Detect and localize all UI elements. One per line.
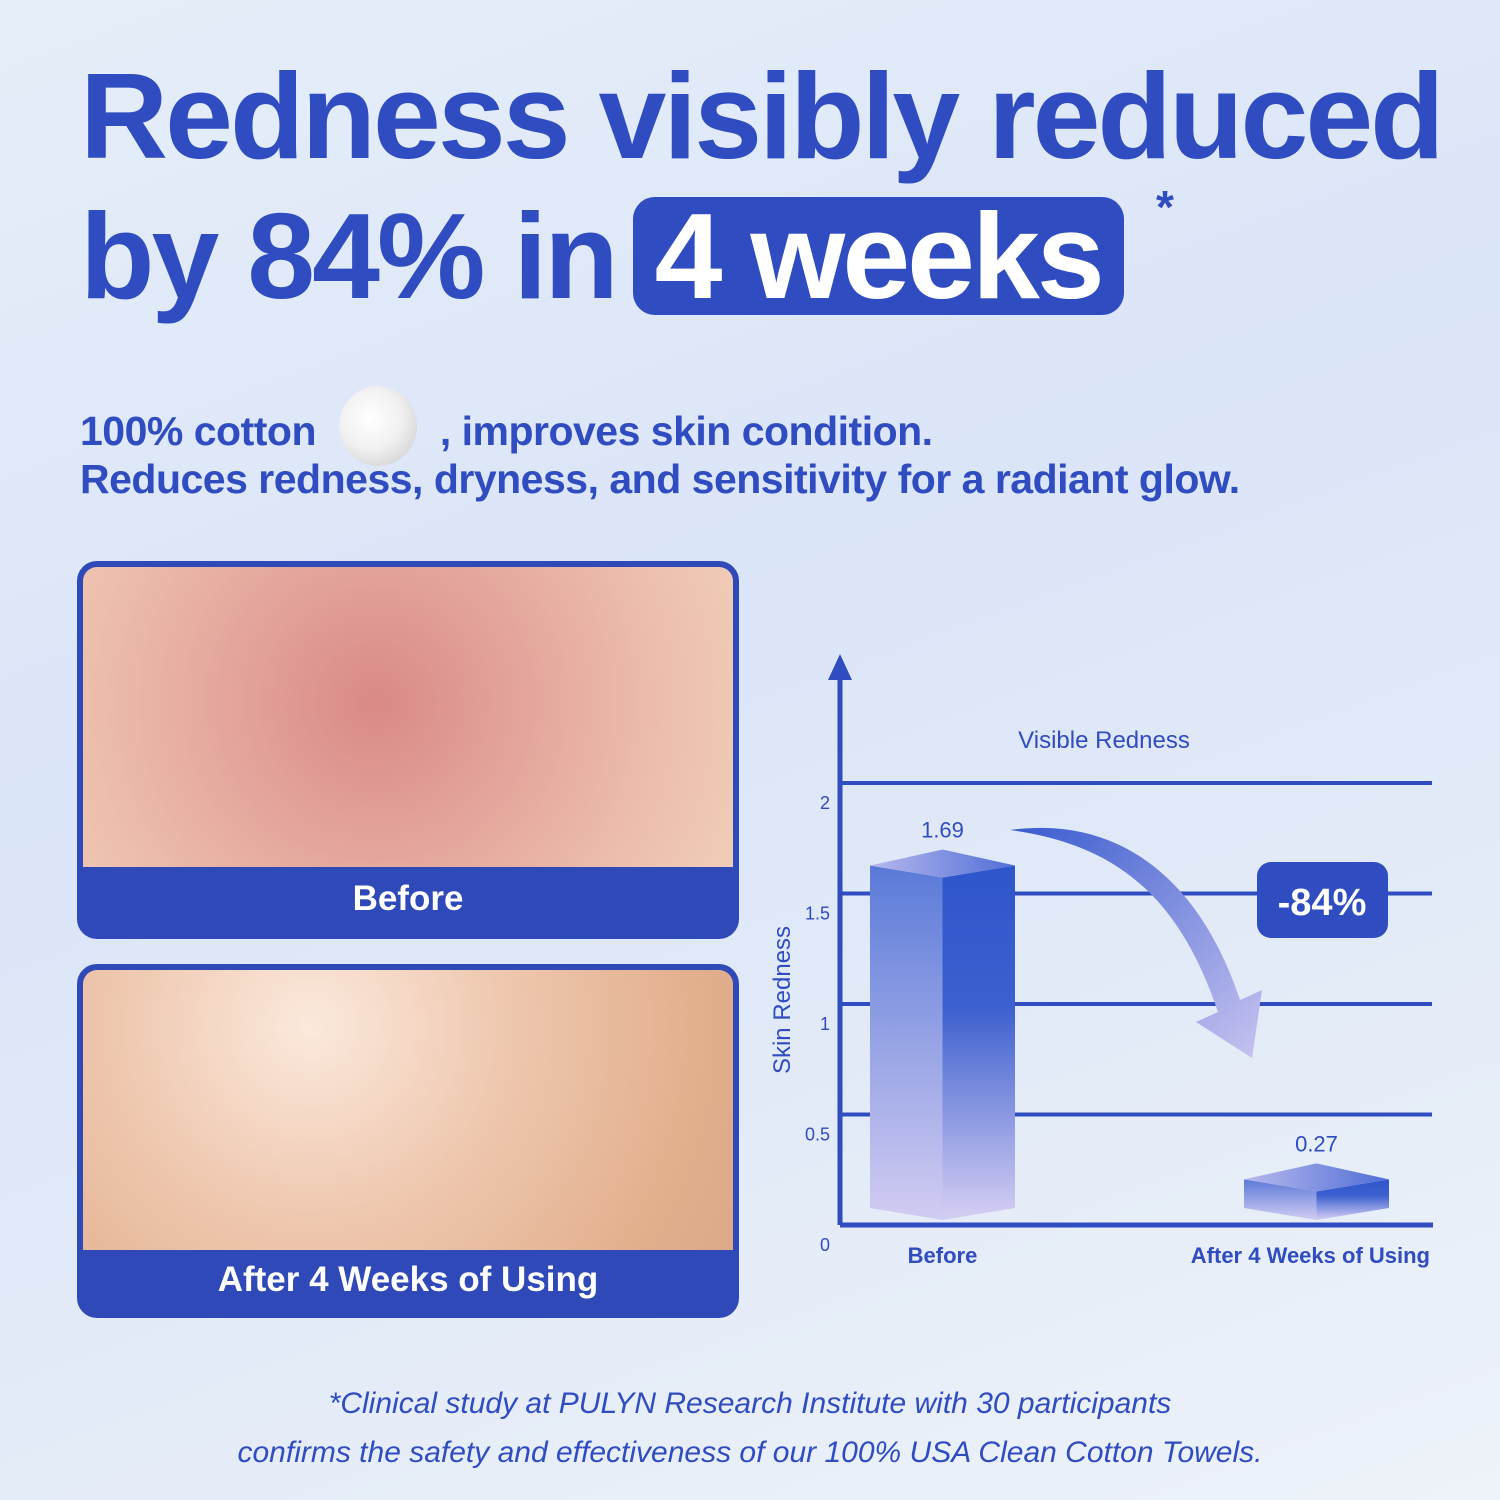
subheading-line1: 100% cotton , improves skin condition. (80, 386, 933, 474)
bar-front-left-0 (870, 865, 943, 1220)
x-tick-label: Before (908, 1243, 978, 1268)
footnote-line1: *Clinical study at PULYN Research Instit… (328, 1387, 1172, 1420)
cotton-boll-icon (338, 386, 417, 466)
x-tick-label: After 4 Weeks of Using (1191, 1243, 1430, 1268)
y-tick-label: 1 (820, 1014, 830, 1034)
y-tick-label: 1.5 (805, 904, 830, 924)
bar-front-right-1 (1316, 1179, 1389, 1220)
subheading-improves: , improves skin condition. (439, 407, 933, 454)
y-tick-label: 0 (820, 1235, 830, 1255)
y-tick-label: 0.5 (805, 1125, 830, 1145)
data-label: 0.27 (1295, 1131, 1338, 1156)
footnote-line2: confirms the safety and effectiveness of… (237, 1436, 1263, 1469)
before-photo-card: Before (77, 561, 739, 939)
y-axis-label: Skin Redness (769, 926, 796, 1074)
subheading-line2: Reduces redness, dryness, and sensitivit… (80, 456, 1240, 502)
subheading-cotton: 100% cotton (80, 407, 317, 454)
y-tick-label: 2 (820, 793, 830, 813)
asterisk: * (1156, 181, 1174, 233)
headline-line2: by 84% in 4 weeks (80, 195, 1124, 317)
after-photo-card: After 4 Weeks of Using (77, 964, 739, 1318)
data-label: 1.69 (921, 818, 964, 843)
highlight-pill: 4 weeks (632, 195, 1124, 317)
bar-top-1 (1244, 1163, 1389, 1192)
y-axis-arrow-icon (828, 654, 852, 680)
headline-prefix: by 84% in (80, 188, 619, 324)
before-skin-photo (83, 567, 733, 867)
reduction-badge (1257, 862, 1388, 938)
after-skin-photo (83, 970, 733, 1250)
bar-top-0 (870, 849, 1015, 878)
bar-front-left-1 (1244, 1179, 1317, 1220)
after-caption: After 4 Weeks of Using (217, 1260, 599, 1299)
chart-title: Visible Redness (1018, 727, 1190, 754)
decrease-arrow-icon (1010, 827, 1262, 1058)
bar-front-right-0 (942, 865, 1015, 1220)
reduction-label: -84% (1278, 882, 1367, 924)
before-caption: Before (352, 879, 464, 918)
headline-line1: Redness visibly reduced (80, 48, 1445, 184)
